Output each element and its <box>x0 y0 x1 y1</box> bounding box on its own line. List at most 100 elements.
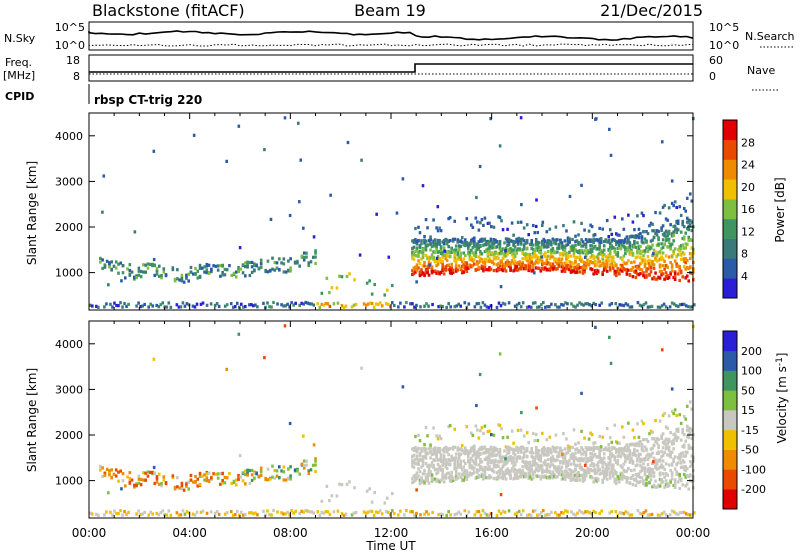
velocity-cell <box>522 471 526 476</box>
power-cell <box>411 239 414 243</box>
velocity-cell <box>494 463 497 467</box>
velocity-cell <box>350 513 354 517</box>
power-cell <box>139 305 142 309</box>
power-cell <box>528 258 532 262</box>
power-cell <box>436 262 440 266</box>
velocity-cell <box>531 431 535 436</box>
velocity-cell <box>488 448 491 452</box>
power-cell <box>482 260 485 264</box>
velocity-cell <box>675 435 678 439</box>
nsearch-line <box>88 43 694 47</box>
velocity-cell <box>598 451 601 455</box>
power-cell <box>232 271 236 275</box>
power-colorbar-segment <box>723 199 737 220</box>
power-cell <box>225 303 229 307</box>
power-cell <box>639 267 642 272</box>
power-cell <box>548 305 551 309</box>
power-cell <box>205 271 209 275</box>
power-cell <box>584 242 588 246</box>
power-cell <box>616 269 620 273</box>
power-cell <box>533 249 537 253</box>
velocity-cell <box>454 466 458 471</box>
velocity-cell <box>676 456 680 460</box>
velocity-cell <box>495 476 499 480</box>
velocity-cell <box>679 421 683 425</box>
power-cell <box>445 242 449 246</box>
velocity-cell <box>476 455 479 460</box>
power-cell <box>640 268 644 272</box>
power-cell <box>430 253 434 257</box>
velocity-cell <box>463 446 467 450</box>
power-cell <box>684 242 688 246</box>
velocity-cell <box>599 445 603 449</box>
velocity-cell <box>643 471 647 475</box>
power-cell <box>527 265 531 269</box>
power-cell <box>375 212 378 216</box>
power-cell <box>287 259 290 263</box>
velocity-cell <box>557 450 561 454</box>
power-cell <box>663 267 666 271</box>
velocity-cell <box>477 448 481 452</box>
velocity-cell <box>571 453 574 457</box>
power-cell <box>421 255 425 260</box>
velocity-cell <box>474 424 478 428</box>
velocity-cell <box>365 489 369 493</box>
velocity-cell <box>177 513 181 517</box>
power-cell <box>645 246 648 250</box>
velocity-cell <box>432 426 435 430</box>
velocity-cell <box>310 510 314 514</box>
power-cell <box>435 248 438 252</box>
power-cell <box>525 238 529 243</box>
power-cell <box>574 234 577 238</box>
velocity-cell <box>477 463 481 467</box>
velocity-cell <box>578 478 582 482</box>
velocity-cell <box>643 466 647 470</box>
velocity-cell <box>459 452 463 456</box>
velocity-cell <box>429 443 432 447</box>
velocity-cell <box>504 477 508 481</box>
power-cell <box>658 269 662 274</box>
power-cell <box>563 261 567 265</box>
velocity-cell <box>429 449 432 453</box>
velocity-cell <box>519 428 523 432</box>
velocity-cell <box>616 475 620 479</box>
power-cell <box>512 239 515 244</box>
velocity-cell <box>448 474 452 478</box>
power-cell <box>512 233 515 237</box>
power-cell <box>676 304 680 308</box>
power-cell <box>501 267 505 271</box>
power-cell <box>545 256 549 260</box>
power-cell <box>587 250 591 254</box>
power-cell <box>660 247 663 251</box>
power-cell <box>527 253 531 257</box>
power-cell <box>618 245 621 249</box>
power-cell <box>605 259 609 263</box>
power-cell <box>614 264 618 268</box>
power-cell <box>504 254 508 258</box>
velocity-cell <box>595 463 598 467</box>
velocity-cell <box>253 471 256 476</box>
velocity-cell <box>180 481 184 485</box>
power-cell <box>602 252 606 257</box>
power-cell <box>268 305 271 309</box>
velocity-cell <box>165 513 169 517</box>
velocity-cell <box>562 472 565 476</box>
power-cell <box>467 243 470 248</box>
power-cell <box>666 218 669 222</box>
power-cell <box>415 240 419 244</box>
power-cell <box>470 256 473 260</box>
velocity-cell <box>482 431 485 436</box>
velocity-cell <box>590 452 594 456</box>
velocity-cell <box>628 453 632 458</box>
velocity-cell <box>589 475 592 479</box>
velocity-cell <box>593 468 597 472</box>
power-cell <box>631 265 635 270</box>
velocity-cell <box>637 441 641 445</box>
velocity-cell <box>489 467 493 471</box>
power-cell <box>687 224 691 228</box>
power-cell <box>418 249 422 254</box>
power-cell <box>631 234 635 238</box>
velocity-cell <box>563 475 567 479</box>
velocity-cell <box>669 468 672 473</box>
power-cell <box>625 268 629 272</box>
